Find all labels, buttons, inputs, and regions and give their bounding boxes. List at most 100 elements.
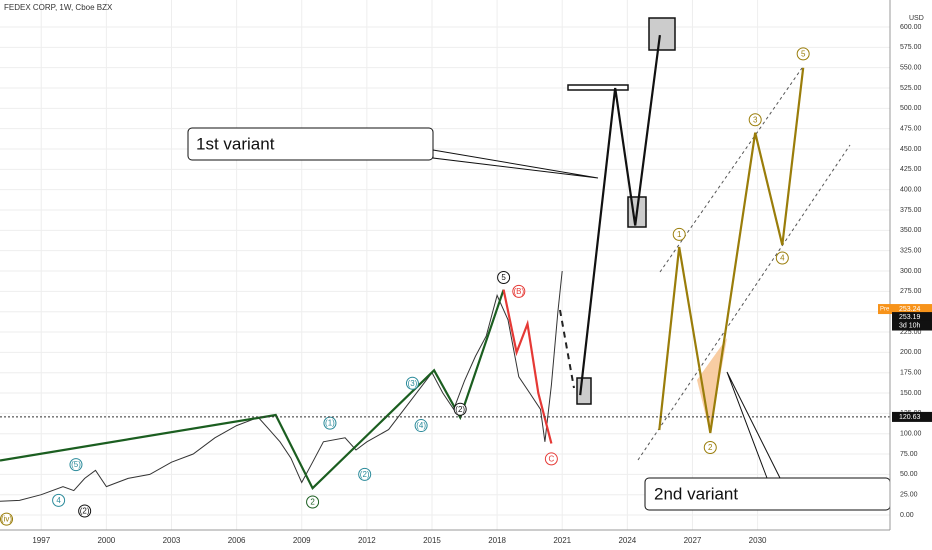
x-tick-label: 2000 — [97, 536, 115, 545]
y-tick-label: 600.00 — [900, 24, 922, 31]
wave-label: (B) — [513, 287, 524, 296]
series-line — [658, 67, 805, 434]
y-tick-label: 225.00 — [900, 329, 922, 336]
x-tick-label: 2024 — [618, 536, 636, 545]
wave-label-circle — [497, 271, 511, 285]
callout-text: 2nd variant — [654, 484, 738, 503]
series-line — [0, 289, 505, 491]
price-tag — [878, 304, 892, 315]
y-tick-label: 175.00 — [900, 370, 922, 377]
y-tick-label: 100.00 — [900, 431, 922, 438]
x-tick-label: 2027 — [684, 536, 702, 545]
wave-label: 5 — [501, 273, 506, 282]
wave-label: 4 — [780, 254, 785, 263]
wave-label: (2) — [360, 470, 370, 479]
price-tag — [892, 411, 932, 422]
y-tick-label: 550.00 — [900, 65, 922, 72]
y-tick-label: 400.00 — [900, 187, 922, 194]
wave-label: (5) — [71, 460, 81, 469]
price-tag-value: 253.24 — [899, 306, 921, 313]
series-line — [0, 270, 563, 502]
wave-label-circle — [703, 441, 717, 455]
y-tick-label: 25.00 — [900, 492, 918, 499]
wave-label-circle — [544, 452, 558, 466]
wave-label: (4) — [416, 421, 426, 430]
wave-label-circle — [414, 419, 428, 433]
wave-label-circle — [775, 251, 789, 265]
series-line — [502, 289, 553, 444]
y-tick-label: 275.00 — [900, 288, 922, 295]
y-tick-label: 325.00 — [900, 248, 922, 255]
wave-label: (2) — [80, 507, 90, 516]
x-tick-label: 2003 — [163, 536, 181, 545]
y-tick-label: 200.00 — [900, 349, 922, 356]
x-tick-label: 2006 — [228, 536, 246, 545]
wave-label: (3) — [408, 379, 418, 388]
callout-text: 1st variant — [196, 134, 275, 153]
y-tick-label: 350.00 — [900, 227, 922, 234]
y-tick-label: 425.00 — [900, 166, 922, 173]
y-tick-label: 50.00 — [900, 471, 918, 478]
x-tick-label: 2009 — [293, 536, 311, 545]
x-tick-label: 2015 — [423, 536, 441, 545]
x-tick-label: 2018 — [488, 536, 506, 545]
series-line — [579, 34, 661, 396]
wave-label: (1) — [325, 419, 335, 428]
wave-label-circle — [306, 495, 320, 509]
chart-title: FEDEX CORP, 1W, Cboe BZX — [4, 3, 113, 12]
y-tick-label: 450.00 — [900, 146, 922, 153]
wave-label-circle — [405, 376, 419, 390]
wave-label-circle — [796, 47, 810, 61]
y-tick-label: 500.00 — [900, 105, 922, 112]
wave-label-circle — [69, 458, 83, 472]
target-box — [567, 84, 629, 91]
x-tick-label: 1997 — [32, 536, 50, 545]
axis-labels: 0.0025.0050.0075.00100.00125.00150.00175… — [32, 24, 932, 545]
callout-box — [187, 127, 434, 161]
x-tick-label: 2021 — [553, 536, 571, 545]
wave-label: C — [548, 455, 554, 464]
wave-label-circle — [453, 402, 467, 416]
y-tick-label: 375.00 — [900, 207, 922, 214]
target-box — [648, 17, 676, 51]
price-tag-label: 3d 10h — [899, 322, 921, 329]
wave-label-circle — [512, 284, 526, 298]
wave-label-circle — [52, 493, 66, 507]
plot: 1 2 3 4 5 5 (B) C 2 (2) (1) (2) (3) (4) (5) 4 (2) (iv) — [0, 34, 810, 526]
grid — [0, 0, 890, 530]
wave-label-circle — [358, 467, 372, 481]
y-tick-label: 475.00 — [900, 126, 922, 133]
y-tick-label: 575.00 — [900, 44, 922, 51]
x-tick-label: 2030 — [749, 536, 767, 545]
y-tick-label: 150.00 — [900, 390, 922, 397]
wave-label: 3 — [753, 115, 758, 124]
y-tick-label: 300.00 — [900, 268, 922, 275]
wave-label: 2 — [708, 443, 713, 452]
wave-label: 2 — [310, 498, 315, 507]
y-tick-label: 525.00 — [900, 85, 922, 92]
wave-label-circle — [0, 512, 14, 526]
price-tag — [892, 304, 932, 315]
x-tick-label: 2012 — [358, 536, 376, 545]
y-tick-label: 75.00 — [900, 451, 918, 458]
wave-label-circle — [78, 504, 92, 518]
price-tag — [892, 312, 932, 323]
wave-label: 1 — [677, 230, 682, 239]
y-tick-label: 0.00 — [900, 512, 914, 519]
price-tag-value: 120.63 — [899, 414, 921, 421]
wave-label-circle — [748, 113, 762, 127]
wave-label: 4 — [56, 496, 61, 505]
wave-label-circle — [672, 227, 686, 241]
wave-label: 5 — [801, 49, 806, 58]
price-tag-label: Pre — [880, 307, 890, 313]
dashed-path — [559, 309, 575, 389]
price-tag — [892, 320, 932, 331]
target-box — [576, 377, 592, 405]
price-tag-value: 253.19 — [899, 314, 921, 321]
currency: USD — [909, 15, 924, 22]
triangle-fill — [697, 338, 727, 433]
wave-label: (iv) — [1, 515, 12, 524]
